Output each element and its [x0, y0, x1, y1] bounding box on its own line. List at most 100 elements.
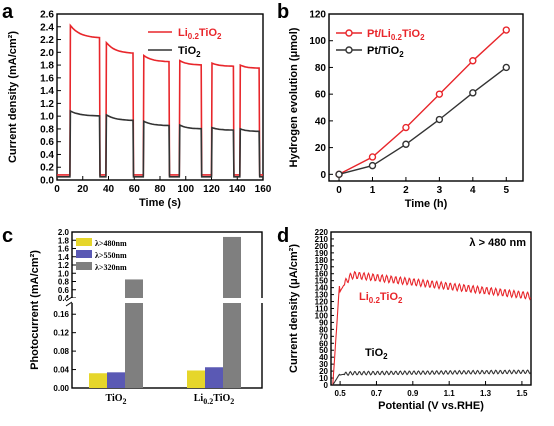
plot-frame-a: [56, 13, 264, 181]
data-point-b: [469, 89, 477, 97]
y-tick-label-b: 100: [309, 36, 326, 47]
data-point-b: [435, 90, 444, 98]
x-tick-label-a: 0: [54, 184, 60, 195]
series-line-b-1: [338, 66, 507, 175]
y-tick-label-a: 2.2: [40, 35, 54, 46]
data-point-b: [469, 57, 477, 65]
y-tick-label-a: 1.2: [40, 99, 54, 110]
y-tick-label-a: 0.8: [40, 124, 54, 135]
y-tick-label-c: 1.2: [58, 261, 70, 270]
y-tick-label-b: 60: [315, 90, 327, 101]
y-tick-label-a: 1.0: [40, 112, 54, 123]
y-tick-label-a: 2.0: [40, 48, 54, 59]
y-tick-label-d: 170: [315, 263, 329, 272]
y-tick-label-d: 150: [315, 277, 329, 286]
x-tick-label-a: 100: [177, 184, 194, 195]
series-line-a-0: [57, 23, 263, 176]
y-tick-label-c: 0.8: [58, 278, 70, 287]
y-tick-label-b: 40: [315, 116, 327, 127]
series-line-b-0: [338, 29, 507, 175]
x-tick-label-b: 3: [437, 185, 443, 196]
data-point-b: [335, 170, 343, 179]
data-point-b: [368, 161, 377, 170]
y-tick-label-b: 20: [315, 143, 327, 154]
y-tick-label-d: 30: [319, 360, 328, 369]
x-axis-label-d: Potential (V vs.RHE): [378, 400, 484, 412]
panel-letter-c: c: [2, 225, 13, 247]
y-tick-label-a: 1.8: [40, 61, 54, 72]
x-tick-label-a: 140: [229, 184, 246, 195]
y-tick-label-d: 60: [319, 339, 328, 348]
legend-label-c: λ>320nm: [95, 263, 127, 272]
y-tick-label-d: 220: [315, 228, 329, 237]
y-tick-label-d: 190: [315, 249, 329, 258]
data-point-b: [402, 123, 410, 132]
y-tick-label-a: 2.4: [40, 22, 54, 33]
series-label-d: TiO2: [365, 347, 388, 361]
y-tick-label-d: 80: [319, 325, 328, 334]
legend-label-c: λ>480nm: [95, 239, 127, 248]
y-axis-label-a: Current density (mA/cm²): [7, 31, 19, 163]
category-label-c: TiO2: [105, 393, 126, 406]
category-label-c: Li0.2TiO2: [194, 393, 235, 406]
y-tick-label-d: 40: [319, 353, 328, 362]
legend-label-c: λ>550nm: [95, 251, 127, 260]
legend-label-a: TiO2: [178, 45, 201, 59]
plot-frame-c: [71, 231, 263, 389]
y-tick-label-d: 140: [315, 284, 329, 293]
series-line-a-1: [57, 109, 263, 178]
y-tick-label-c: 0.00: [53, 384, 69, 393]
x-axis-label-a: Time (s): [139, 197, 181, 209]
x-tick-label-b: 5: [503, 185, 509, 196]
y-tick-label-a: 2.6: [40, 10, 54, 21]
y-tick-label-b: 80: [315, 63, 327, 74]
y-tick-label-d: 120: [315, 298, 329, 307]
y-tick-label-d: 10: [319, 374, 328, 383]
y-tick-label-c: 0.04: [53, 366, 69, 375]
y-tick-label-d: 130: [315, 291, 329, 300]
data-point-b: [502, 63, 510, 72]
y-tick-label-d: 50: [319, 346, 328, 355]
y-tick-label-a: 1.4: [40, 86, 54, 97]
axis-break-marks: [65, 296, 73, 307]
panel-letter-a: a: [2, 1, 14, 23]
y-tick-label-d: 110: [315, 305, 328, 314]
x-tick-label-b: 2: [403, 185, 409, 196]
y-tick-label-b: 0: [320, 170, 326, 181]
x-tick-label-d: 1.5: [516, 389, 528, 398]
x-tick-label-d: 0.9: [407, 389, 419, 398]
legend-label-b: Pt/Li0.2TiO2: [367, 28, 425, 42]
x-tick-label-d: 0.7: [371, 389, 383, 398]
y-tick-label-c: 0.16: [53, 310, 69, 319]
y-axis-label-b: Hydrogen evolution (μmol): [288, 27, 300, 167]
legend-swatch-c: [76, 250, 92, 258]
panel-letter-b: b: [277, 1, 289, 23]
x-tick-label-d: 1.3: [480, 389, 492, 398]
y-tick-label-d: 160: [315, 270, 329, 279]
y-axis-label-d: Current density (μA/cm²): [288, 244, 300, 373]
x-axis-label-b: Time (h): [405, 198, 448, 210]
x-tick-label-b: 0: [336, 185, 342, 196]
panel-letter-d: d: [277, 225, 289, 247]
y-tick-label-d: 200: [315, 242, 329, 251]
y-tick-label-d: 180: [315, 256, 329, 265]
y-tick-label-c: 1.0: [58, 269, 70, 278]
series-label-d: Li0.2TiO2: [359, 291, 403, 305]
y-tick-label-d: 90: [319, 318, 328, 327]
series-line-d-0: [332, 270, 532, 386]
x-tick-label-d: 1.1: [444, 389, 456, 398]
y-tick-label-a: 0.6: [40, 137, 54, 148]
y-tick-label-c: 1.6: [58, 245, 70, 254]
bar-c: [107, 372, 125, 388]
y-tick-label-c: 1.8: [58, 236, 70, 245]
x-tick-label-a: 160: [255, 184, 272, 195]
y-tick-label-c: 1.4: [58, 253, 70, 262]
series-line-d-1: [332, 369, 532, 386]
y-tick-label-a: 0.4: [40, 150, 54, 161]
y-tick-label-d: 100: [315, 311, 329, 320]
y-axis-label-c: Photocurrent (mA/cm²): [29, 250, 41, 370]
legend-swatch-c: [76, 238, 92, 246]
legend-label-a: Li0.2TiO2: [178, 27, 222, 41]
y-tick-label-c: 0.4: [58, 294, 70, 303]
